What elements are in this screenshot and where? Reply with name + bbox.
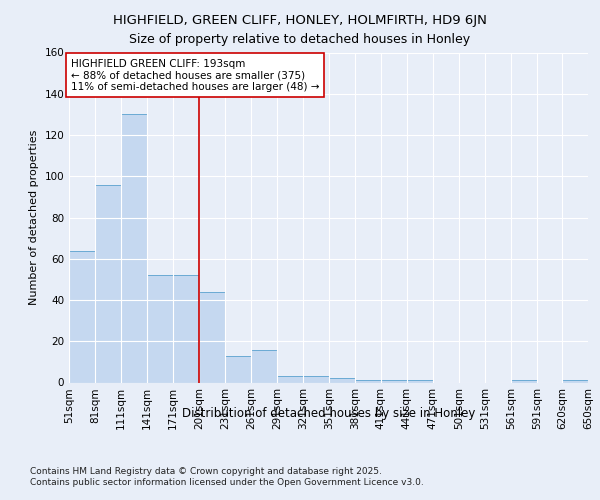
Bar: [69, 250, 95, 382]
Bar: [225, 356, 251, 382]
Bar: [381, 380, 407, 382]
Text: Size of property relative to detached houses in Honley: Size of property relative to detached ho…: [130, 32, 470, 46]
Bar: [303, 376, 329, 382]
Bar: [251, 350, 277, 382]
Bar: [199, 292, 225, 382]
Text: HIGHFIELD GREEN CLIFF: 193sqm
← 88% of detached houses are smaller (375)
11% of : HIGHFIELD GREEN CLIFF: 193sqm ← 88% of d…: [71, 58, 319, 92]
Text: Contains HM Land Registry data © Crown copyright and database right 2025.
Contai: Contains HM Land Registry data © Crown c…: [30, 468, 424, 487]
Bar: [407, 380, 433, 382]
Bar: [511, 380, 537, 382]
Bar: [562, 380, 588, 382]
Bar: [173, 275, 199, 382]
Text: HIGHFIELD, GREEN CLIFF, HONLEY, HOLMFIRTH, HD9 6JN: HIGHFIELD, GREEN CLIFF, HONLEY, HOLMFIRT…: [113, 14, 487, 27]
Bar: [277, 376, 303, 382]
Y-axis label: Number of detached properties: Number of detached properties: [29, 130, 39, 305]
Bar: [355, 380, 381, 382]
Bar: [121, 114, 147, 382]
Bar: [95, 184, 121, 382]
Bar: [147, 275, 173, 382]
Bar: [329, 378, 355, 382]
Text: Distribution of detached houses by size in Honley: Distribution of detached houses by size …: [182, 408, 475, 420]
